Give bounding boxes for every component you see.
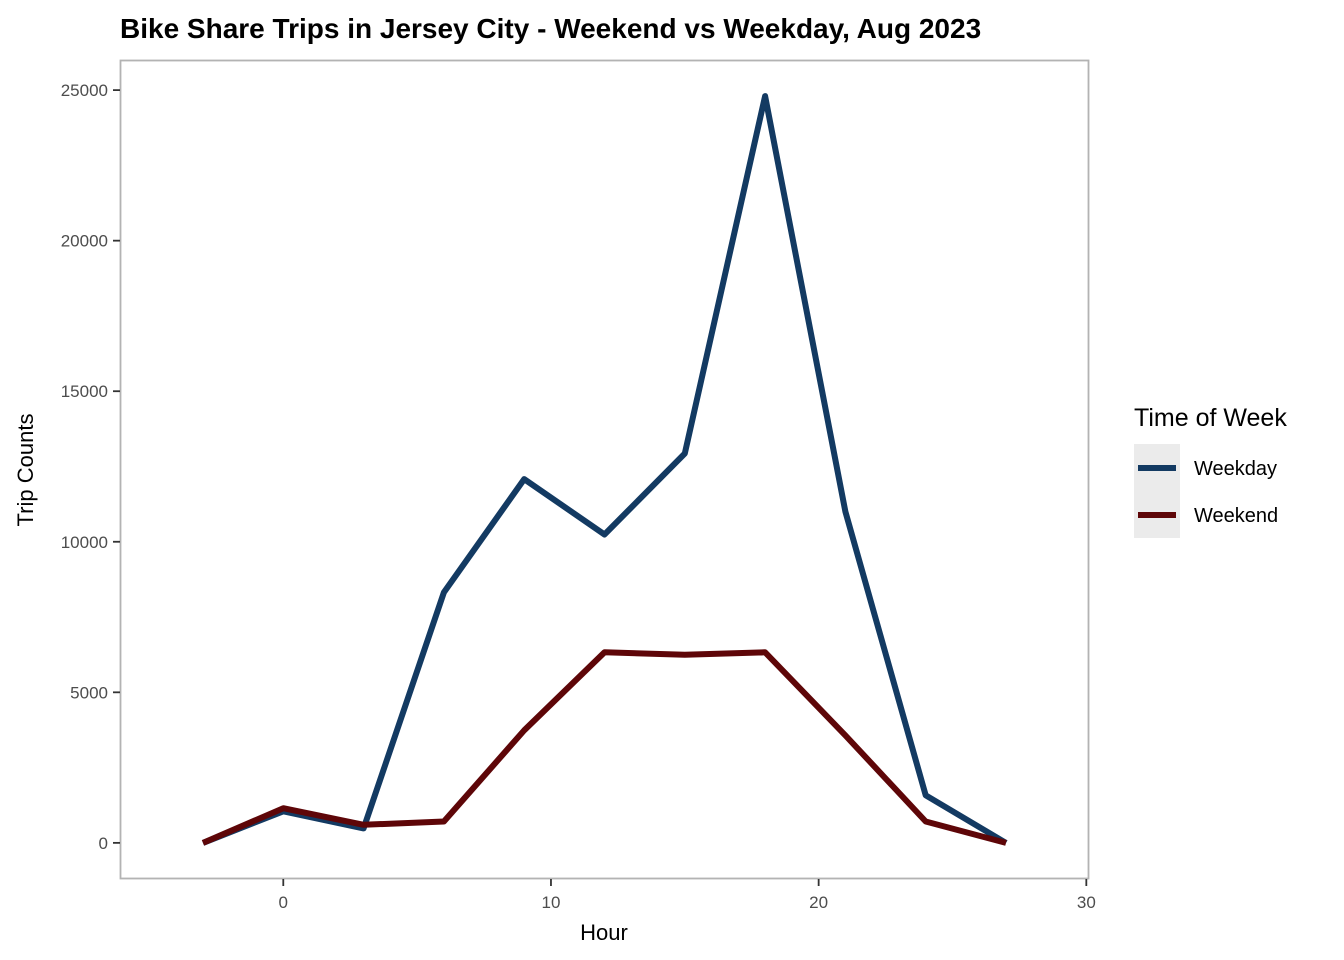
x-tick-label: 10 [542, 893, 561, 912]
y-tick-label: 5000 [70, 683, 108, 702]
y-tick-label: 25000 [61, 81, 108, 100]
series-lines [201, 93, 1008, 846]
y-axis: 0 5000 10000 15000 20000 25000 [61, 81, 120, 853]
legend-title: Time of Week [1134, 404, 1287, 432]
plot-panel [119, 59, 1090, 880]
x-tick-label: 0 [279, 893, 288, 912]
y-tick-label: 20000 [61, 232, 108, 251]
x-axis-title: Hour [580, 920, 628, 945]
chart-title: Bike Share Trips in Jersey City - Weeken… [120, 13, 981, 44]
legend-label-weekday: Weekday [1194, 458, 1277, 480]
y-axis-title: Trip Counts [13, 414, 38, 527]
legend: Time of Week Weekday Weekend [1134, 404, 1287, 538]
series-line-weekend [201, 649, 1007, 846]
y-tick-label: 10000 [61, 533, 108, 552]
y-tick-label: 0 [99, 834, 108, 853]
legend-label-weekend: Weekend [1194, 505, 1278, 527]
x-tick-label: 20 [809, 893, 828, 912]
legend-key-background [1134, 444, 1180, 538]
x-axis: 0 10 20 30 [279, 879, 1096, 912]
x-tick-label: 30 [1077, 893, 1096, 912]
series-line-weekday [201, 93, 1008, 846]
y-tick-label: 15000 [61, 382, 108, 401]
